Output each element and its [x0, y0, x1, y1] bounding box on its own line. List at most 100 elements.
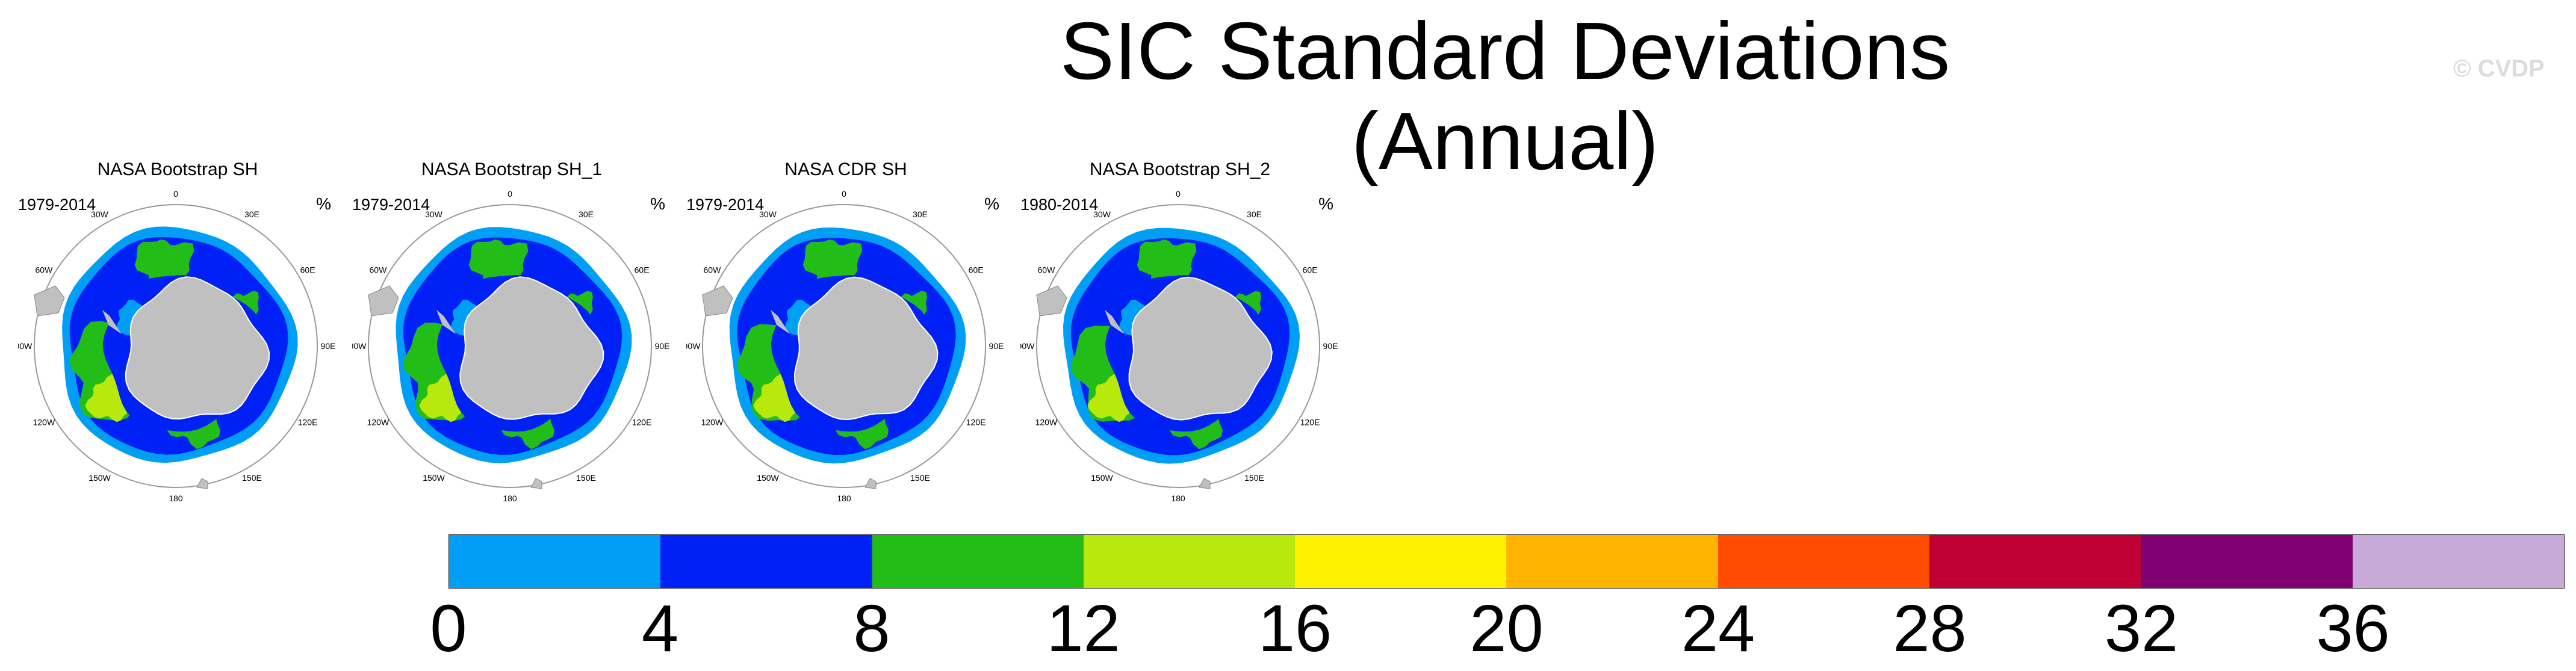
longitude-label: 90W: [1020, 341, 1035, 351]
longitude-label: 30W: [425, 209, 443, 219]
island-land: [1199, 478, 1211, 489]
longitude-label: 30E: [244, 209, 259, 219]
longitude-label: 120E: [298, 418, 318, 427]
colorbar-box: [872, 535, 1084, 588]
longitude-label: 90E: [989, 341, 1004, 351]
longitude-label: 60E: [635, 265, 650, 275]
longitude-label: 60W: [704, 265, 722, 275]
longitude-label: 90E: [1323, 341, 1338, 351]
panel-period: 1979-2014: [18, 196, 96, 214]
longitude-label: 30W: [759, 209, 777, 219]
colorbar-tick-label: 16: [1258, 592, 1332, 666]
antarctic-peninsula-land: [436, 310, 456, 334]
colorbar-box: [1295, 535, 1507, 588]
panel-title: NASA Bootstrap SH: [97, 159, 258, 179]
colorbar-tick-label: 36: [2316, 592, 2390, 666]
polar-map: 0 30E 60E 90E 120E 150E 180 150W 120W 90W 60W 30W: [18, 189, 335, 502]
longitude-label: 90W: [686, 341, 701, 351]
colorbar-tick-label: 28: [1893, 592, 1967, 666]
longitude-label: 120W: [1035, 418, 1058, 427]
colorbar-box: [1929, 535, 2141, 588]
map-panel: NASA Bootstrap SH_2 1980-2014 % 0 30E 60E 9…: [1020, 153, 1339, 502]
longitude-label: 90W: [18, 341, 33, 351]
colorbar-tick-label: 8: [853, 592, 890, 666]
map-panel: NASA CDR SH 1979-2014 % 0 30E 60E 90E 120E 15…: [686, 153, 1005, 502]
colorbar-box: [449, 535, 661, 588]
polar-map: 0 30E 60E 90E 120E 150E 180 150W 120W 90W 60W 30W: [352, 189, 670, 502]
longitude-label: 120W: [367, 418, 390, 427]
copyright-label: © CVDP: [2453, 55, 2545, 82]
longitude-label: 0: [1176, 189, 1181, 199]
south-america-land: [34, 285, 65, 317]
panel-unit: %: [984, 194, 999, 213]
south-america-land: [1036, 285, 1067, 317]
panel-unit: %: [650, 194, 665, 213]
island-land: [530, 478, 542, 489]
longitude-label: 120W: [701, 418, 724, 427]
longitude-label: 120E: [1300, 418, 1320, 427]
longitude-label: 120E: [966, 418, 986, 427]
longitude-label: 60W: [370, 265, 388, 275]
colorbar-box: [660, 535, 872, 588]
colorbar-tick-label: 20: [1470, 592, 1544, 666]
longitude-label: 150W: [88, 473, 111, 483]
panel-period: 1980-2014: [1020, 196, 1099, 214]
longitude-label: 180: [837, 493, 851, 502]
panel-unit: %: [1318, 194, 1333, 213]
longitude-label: 150E: [910, 473, 930, 483]
map-panel: NASA Bootstrap SH_1 1979-2014 % 0 30E 60E 9…: [352, 153, 671, 502]
antarctica-land: [1128, 276, 1273, 421]
antarctica-land: [125, 276, 270, 420]
longitude-label: 60E: [1303, 265, 1318, 275]
longitude-label: 90W: [352, 341, 367, 351]
longitude-label: 30W: [1093, 209, 1111, 219]
longitude-label: 150E: [242, 473, 262, 483]
south-america-land: [368, 285, 399, 317]
longitude-label: 150E: [576, 473, 596, 483]
colorbar-tick-label: 4: [641, 592, 679, 666]
longitude-label: 30E: [579, 209, 594, 219]
colorbar-box: [1506, 535, 1718, 588]
antarctic-peninsula-land: [771, 310, 790, 334]
island-land: [864, 478, 877, 489]
longitude-label: 150W: [757, 473, 779, 483]
longitude-label: 0: [842, 189, 846, 199]
island-land: [196, 478, 208, 489]
antarctic-peninsula-land: [1105, 310, 1124, 334]
longitude-label: 120W: [33, 418, 55, 427]
longitude-label: 90E: [655, 341, 670, 351]
panel-period: 1979-2014: [352, 196, 430, 214]
longitude-label: 150W: [1091, 473, 1113, 483]
antarctica-land: [793, 276, 939, 421]
longitude-label: 30W: [91, 209, 109, 219]
longitude-label: 60W: [36, 265, 54, 275]
longitude-label: 30E: [1247, 209, 1262, 219]
colorbar-box: [2352, 535, 2564, 588]
colorbar-tick-label: 0: [430, 592, 467, 666]
colorbar-tick-label: 12: [1046, 592, 1120, 666]
colorbar-tick-label: 24: [1681, 592, 1755, 666]
panel-title: NASA Bootstrap SH_2: [1089, 159, 1271, 179]
longitude-label: 0: [173, 189, 178, 199]
south-america-land: [702, 285, 733, 317]
panel-title: NASA Bootstrap SH_1: [421, 159, 603, 179]
longitude-label: 60E: [300, 265, 315, 275]
figure-title: SIC Standard Deviations (Annual): [1060, 5, 1951, 187]
colorbar-box: [2141, 535, 2353, 588]
longitude-label: 180: [169, 493, 183, 502]
polar-map: 0 30E 60E 90E 120E 150E 180 150W 120W 90W 60W 30W: [1020, 189, 1338, 502]
antarctica-land: [459, 276, 604, 420]
longitude-label: 120E: [632, 418, 652, 427]
longitude-label: 30E: [913, 209, 928, 219]
longitude-label: 60W: [1038, 265, 1056, 275]
longitude-label: 180: [503, 493, 517, 502]
map-panel: NASA Bootstrap SH 1979-2014 % 0 30E 60E 90E…: [18, 153, 337, 502]
longitude-label: 150E: [1244, 473, 1264, 483]
antarctic-peninsula-land: [102, 310, 122, 334]
figure-title-wrap: SIC Standard Deviations (Annual): [903, 6, 2107, 187]
polar-map: 0 30E 60E 90E 120E 150E 180 150W 120W 90W 60W 30W: [686, 189, 1004, 502]
colorbar-tick-label: 32: [2104, 592, 2179, 666]
colorbar-box: [1083, 535, 1296, 588]
longitude-label: 0: [507, 189, 512, 199]
longitude-label: 180: [1171, 493, 1185, 502]
